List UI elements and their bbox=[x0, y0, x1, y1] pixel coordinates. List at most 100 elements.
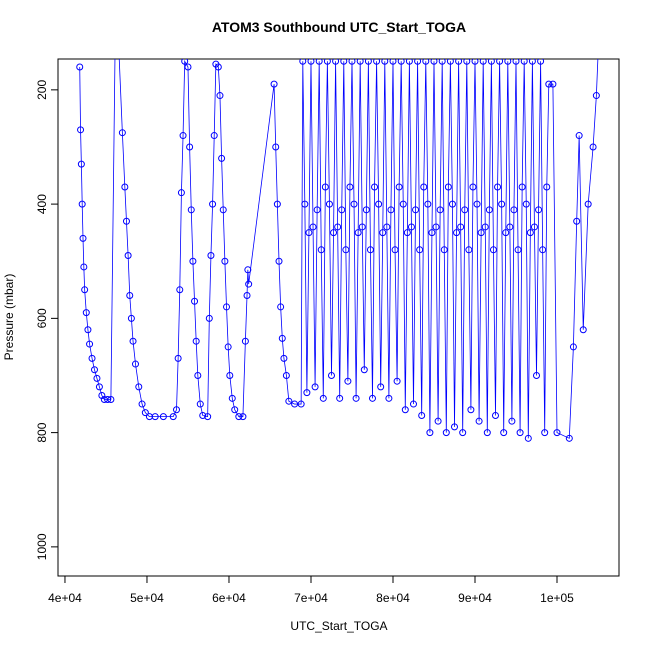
data-point bbox=[141, 409, 149, 417]
data-point bbox=[424, 200, 432, 208]
data-point bbox=[522, 200, 530, 208]
data-point bbox=[373, 59, 381, 65]
data-point bbox=[518, 183, 526, 191]
data-point bbox=[436, 206, 444, 214]
data-point bbox=[270, 80, 278, 88]
data-point bbox=[448, 200, 456, 208]
data-point bbox=[239, 413, 247, 421]
data-point bbox=[186, 143, 194, 151]
y-tick-label: 1000 bbox=[35, 533, 49, 560]
data-point bbox=[346, 183, 354, 191]
x-axis-label: UTC_Start_TOGA bbox=[290, 619, 387, 633]
data-point bbox=[487, 59, 495, 65]
data-point bbox=[475, 417, 483, 425]
data-point bbox=[243, 292, 251, 300]
data-point bbox=[494, 183, 502, 191]
data-point bbox=[383, 223, 391, 231]
data-point bbox=[366, 246, 374, 254]
data-point bbox=[520, 59, 528, 65]
data-point bbox=[405, 59, 413, 65]
x-tick-label: 6e+04 bbox=[212, 591, 246, 605]
data-point bbox=[330, 229, 338, 237]
data-point bbox=[364, 59, 372, 65]
data-point bbox=[100, 395, 108, 403]
data-point bbox=[432, 223, 440, 231]
data-point bbox=[450, 423, 458, 431]
data-point bbox=[273, 200, 281, 208]
data-point bbox=[176, 286, 184, 294]
data-point bbox=[455, 59, 463, 65]
data-point bbox=[434, 417, 442, 425]
data-point bbox=[481, 223, 489, 231]
data-point bbox=[86, 340, 94, 348]
data-point bbox=[477, 229, 485, 237]
data-point bbox=[315, 59, 323, 65]
data-point bbox=[114, 59, 116, 60]
data-point bbox=[506, 223, 514, 231]
data-point bbox=[516, 429, 524, 437]
data-line bbox=[79, 59, 599, 439]
data-point bbox=[403, 229, 411, 237]
data-point bbox=[129, 337, 137, 345]
data-point bbox=[79, 234, 87, 242]
data-point bbox=[377, 383, 385, 391]
x-tick-label: 5e+04 bbox=[130, 591, 164, 605]
data-point bbox=[387, 206, 395, 214]
data-point bbox=[420, 183, 428, 191]
data-point bbox=[177, 189, 185, 197]
data-point bbox=[338, 206, 346, 214]
data-point bbox=[428, 229, 436, 237]
data-point bbox=[204, 413, 212, 421]
data-point bbox=[107, 395, 115, 403]
data-point bbox=[514, 246, 522, 254]
data-point bbox=[391, 246, 399, 254]
data-point bbox=[179, 132, 187, 140]
data-point bbox=[360, 366, 368, 374]
data-point bbox=[504, 59, 512, 65]
data-point bbox=[342, 246, 350, 254]
data-point bbox=[221, 257, 229, 265]
data-point bbox=[126, 292, 134, 300]
data-point bbox=[81, 286, 89, 294]
data-point bbox=[473, 200, 481, 208]
data-point bbox=[407, 223, 415, 231]
data-point bbox=[325, 200, 333, 208]
data-point bbox=[301, 200, 309, 208]
data-point bbox=[465, 246, 473, 254]
data-point bbox=[216, 92, 224, 100]
data-point bbox=[272, 143, 280, 151]
data-point bbox=[82, 309, 90, 317]
data-point bbox=[334, 223, 342, 231]
data-point bbox=[528, 59, 536, 65]
data-point bbox=[218, 154, 226, 162]
data-point bbox=[282, 371, 290, 379]
data-point bbox=[303, 389, 311, 397]
data-point bbox=[93, 374, 101, 382]
data-point bbox=[245, 280, 253, 288]
plot-area bbox=[76, 59, 600, 442]
data-point bbox=[78, 200, 86, 208]
data-point bbox=[485, 206, 493, 214]
data-point bbox=[332, 59, 340, 65]
data-point bbox=[344, 377, 352, 385]
data-point bbox=[535, 206, 543, 214]
data-point bbox=[118, 59, 120, 60]
data-point bbox=[319, 394, 327, 402]
x-tick-label: 4e+04 bbox=[48, 591, 82, 605]
y-tick-label: 200 bbox=[35, 80, 49, 100]
data-point bbox=[573, 217, 581, 225]
data-point bbox=[199, 411, 207, 419]
data-point bbox=[323, 59, 331, 65]
data-point bbox=[151, 413, 159, 421]
data-point bbox=[502, 229, 510, 237]
x-tick-label: 1e+05 bbox=[540, 591, 574, 605]
data-point bbox=[418, 411, 426, 419]
data-point bbox=[191, 297, 199, 305]
data-point bbox=[219, 206, 227, 214]
data-point bbox=[444, 183, 452, 191]
data-point bbox=[549, 80, 557, 88]
data-point bbox=[181, 59, 189, 65]
data-point bbox=[395, 183, 403, 191]
data-point bbox=[500, 429, 508, 437]
data-point bbox=[526, 229, 534, 237]
